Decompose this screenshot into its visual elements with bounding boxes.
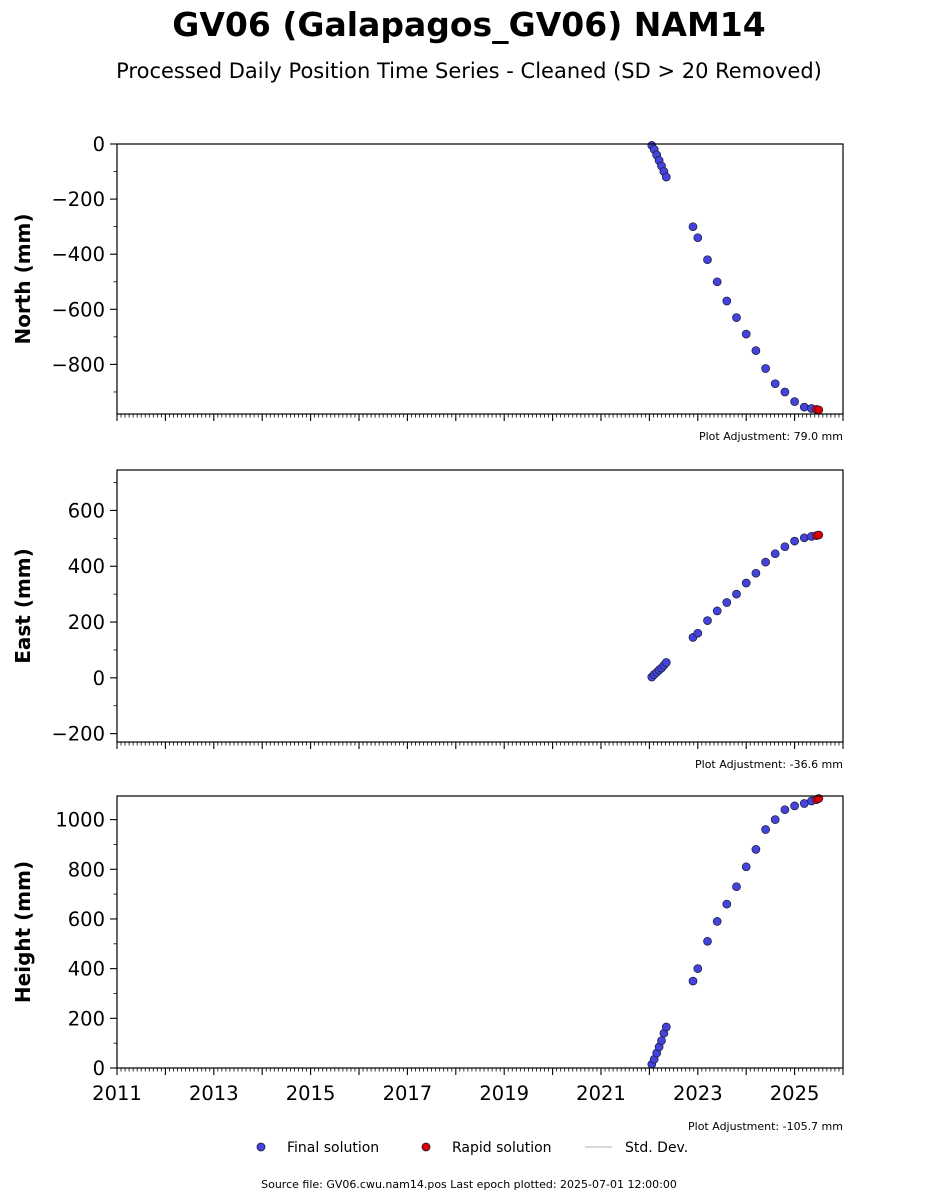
y-tick-label: −200: [51, 723, 105, 746]
y-tick-label: 200: [68, 611, 105, 634]
y-tick-label: −400: [51, 243, 105, 266]
y-tick-label: −600: [51, 298, 105, 321]
y-tick-label: 0: [93, 1057, 105, 1080]
legend-rapid-marker: [421, 1142, 431, 1152]
final-point: [722, 899, 732, 909]
adjustment-height: Plot Adjustment: -105.7 mm: [688, 1120, 843, 1133]
legend: Final solution Rapid solution Std. Dev.: [256, 1140, 688, 1156]
x-ticks: [116, 742, 844, 749]
final-point: [732, 589, 741, 599]
final-point: [790, 397, 799, 406]
y-ticks: 1000 800 600 400 200 0: [55, 809, 117, 1080]
final-point: [732, 882, 741, 892]
plot-frame: [116, 795, 844, 1069]
final-point: [712, 917, 722, 926]
legend-std-label: Std. Dev.: [625, 1140, 688, 1156]
panel-east: East (mm) Plot Adjustment: -36.6 mm 600 4…: [11, 469, 844, 771]
final-point: [741, 578, 751, 588]
y-tick-label: 600: [68, 908, 105, 931]
final-point: [751, 346, 761, 355]
plot-frame: [116, 469, 844, 743]
final-point: [761, 557, 770, 567]
footer-source: Source file: GV06.cwu.nam14.pos Last epo…: [261, 1178, 677, 1191]
final-point: [732, 313, 741, 322]
y-ticks: 0 −200 −400 −600 −800: [51, 133, 117, 393]
final-point: [741, 329, 751, 339]
final-point: [790, 536, 799, 546]
panel-height: Height (mm) Plot Adjustment: -105.7 mm 2…: [11, 794, 844, 1133]
final-point: [661, 172, 671, 182]
final-point: [661, 658, 671, 667]
ylabel-height: Height (mm): [11, 861, 35, 1003]
data-points: [647, 530, 824, 682]
x-tick-label: 2019: [479, 1082, 529, 1105]
final-point: [722, 598, 732, 607]
final-point: [741, 862, 751, 872]
x-tick-label: 2013: [189, 1082, 239, 1105]
final-point: [770, 549, 780, 559]
chart-title: GV06 (Galapagos_GV06) NAM14: [172, 5, 765, 44]
panel-north: North (mm) Plot Adjustment: 79.0 mm 0 −20…: [11, 133, 844, 443]
final-point: [799, 402, 809, 412]
x-tick-label: 2011: [92, 1082, 142, 1105]
x-tick-label: 2021: [576, 1082, 626, 1105]
final-point: [703, 616, 712, 625]
chart-subtitle: Processed Daily Position Time Series - C…: [116, 59, 822, 83]
final-point: [799, 799, 809, 808]
legend-rapid-label: Rapid solution: [452, 1140, 552, 1156]
final-point: [751, 845, 761, 854]
legend-final-marker: [256, 1142, 266, 1152]
adjustment-east: Plot Adjustment: -36.6 mm: [695, 758, 843, 771]
y-tick-label: 0: [93, 133, 105, 156]
final-point: [790, 801, 799, 811]
x-ticks: [116, 414, 844, 421]
final-point: [688, 222, 698, 232]
final-point: [770, 815, 780, 824]
x-tick-label: 2023: [673, 1082, 723, 1105]
final-point: [661, 1022, 671, 1032]
final-point: [712, 277, 722, 287]
y-tick-label: −200: [51, 188, 105, 211]
x-tick-label: 2015: [286, 1082, 336, 1105]
y-tick-label: 1000: [55, 809, 105, 832]
y-ticks: 600 400 200 0 −200: [51, 482, 117, 746]
final-point: [799, 533, 809, 543]
y-tick-label: 200: [68, 1007, 105, 1030]
adjustment-north: Plot Adjustment: 79.0 mm: [699, 430, 843, 443]
final-point: [780, 387, 790, 397]
final-point: [657, 1036, 666, 1046]
plot-frame: [116, 143, 844, 415]
ylabel-east: East (mm): [11, 548, 35, 664]
x-tick-label: 2025: [770, 1082, 820, 1105]
final-point: [712, 606, 722, 616]
final-point: [703, 936, 712, 946]
final-point: [722, 296, 732, 306]
data-points: [647, 794, 824, 1069]
y-tick-label: −800: [51, 353, 105, 376]
final-point: [693, 964, 703, 973]
y-tick-label: 0: [93, 667, 105, 690]
final-point: [761, 364, 770, 373]
legend-final-label: Final solution: [287, 1140, 379, 1156]
x-tick-label: 2017: [383, 1082, 433, 1105]
final-point: [703, 255, 712, 265]
final-point: [693, 628, 703, 638]
data-points: [647, 141, 824, 415]
final-point: [780, 542, 790, 552]
final-point: [780, 805, 790, 815]
final-point: [751, 568, 761, 578]
y-tick-label: 600: [68, 499, 105, 522]
ylabel-north: North (mm): [11, 213, 35, 344]
x-ticks: 2011 2013 2015 2017 2019 2021 2023 2025: [92, 1068, 844, 1105]
final-point: [688, 976, 698, 986]
y-tick-label: 400: [68, 555, 105, 578]
final-point: [693, 233, 703, 243]
y-tick-label: 800: [68, 858, 105, 881]
final-point: [770, 379, 780, 389]
rapid-point: [814, 405, 824, 415]
y-tick-label: 400: [68, 958, 105, 981]
final-point: [761, 825, 770, 834]
rapid-point: [814, 530, 824, 540]
